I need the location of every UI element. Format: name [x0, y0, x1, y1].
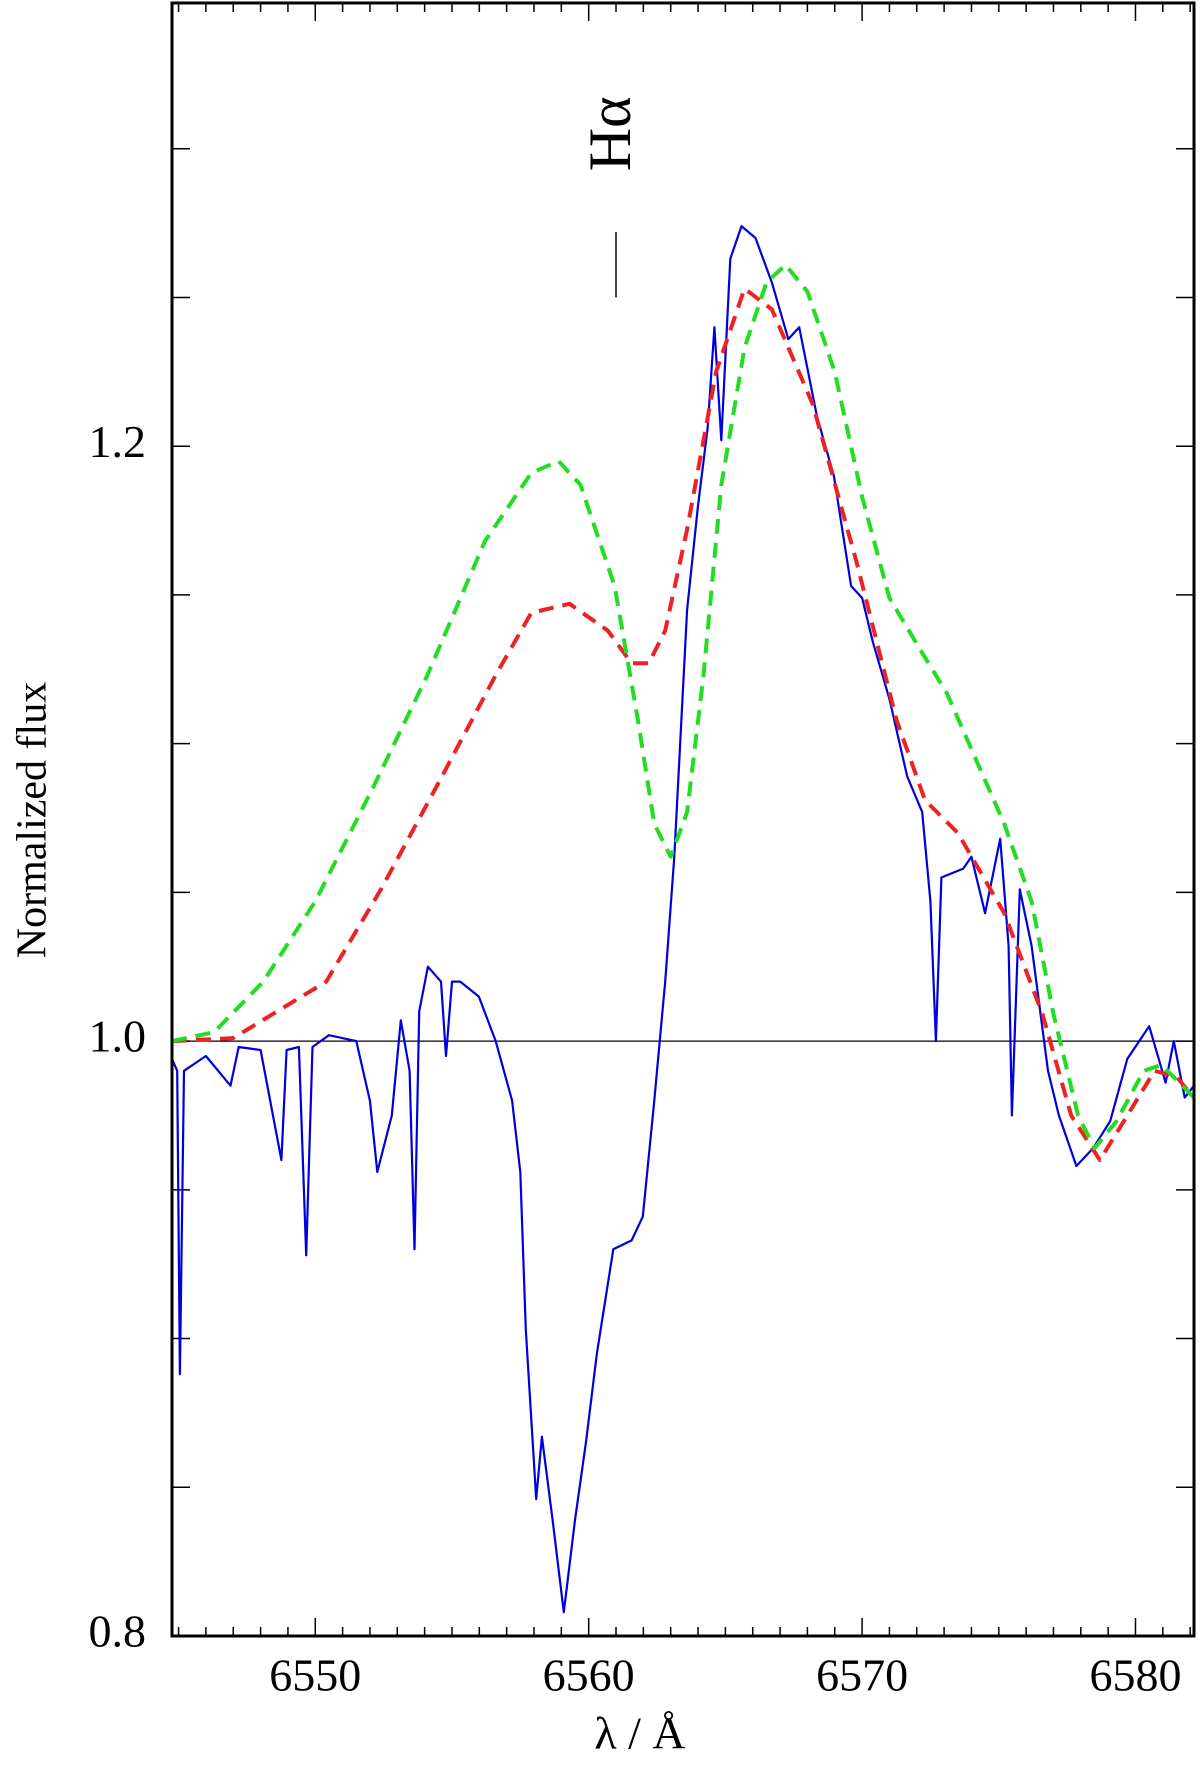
- x-tick-label: 6560: [543, 1650, 635, 1701]
- plot-frame: [170, 1, 1196, 1638]
- x-tick-label: 6550: [269, 1650, 361, 1701]
- series-line: [171, 262, 1196, 1151]
- series-line: [171, 286, 1196, 1163]
- y-tick-label: 1.2: [89, 416, 147, 467]
- x-tick-label: 6570: [816, 1650, 908, 1701]
- x-axis-label: λ / Å: [594, 1708, 685, 1759]
- y-axis-label: Normalized flux: [10, 682, 56, 958]
- y-tick-label: 0.8: [89, 1606, 147, 1657]
- x-tick-label: 6580: [1089, 1650, 1181, 1701]
- annotation-label: Hα: [577, 96, 643, 171]
- series-line: [170, 225, 1195, 1614]
- y-tick-label: 1.0: [89, 1011, 147, 1062]
